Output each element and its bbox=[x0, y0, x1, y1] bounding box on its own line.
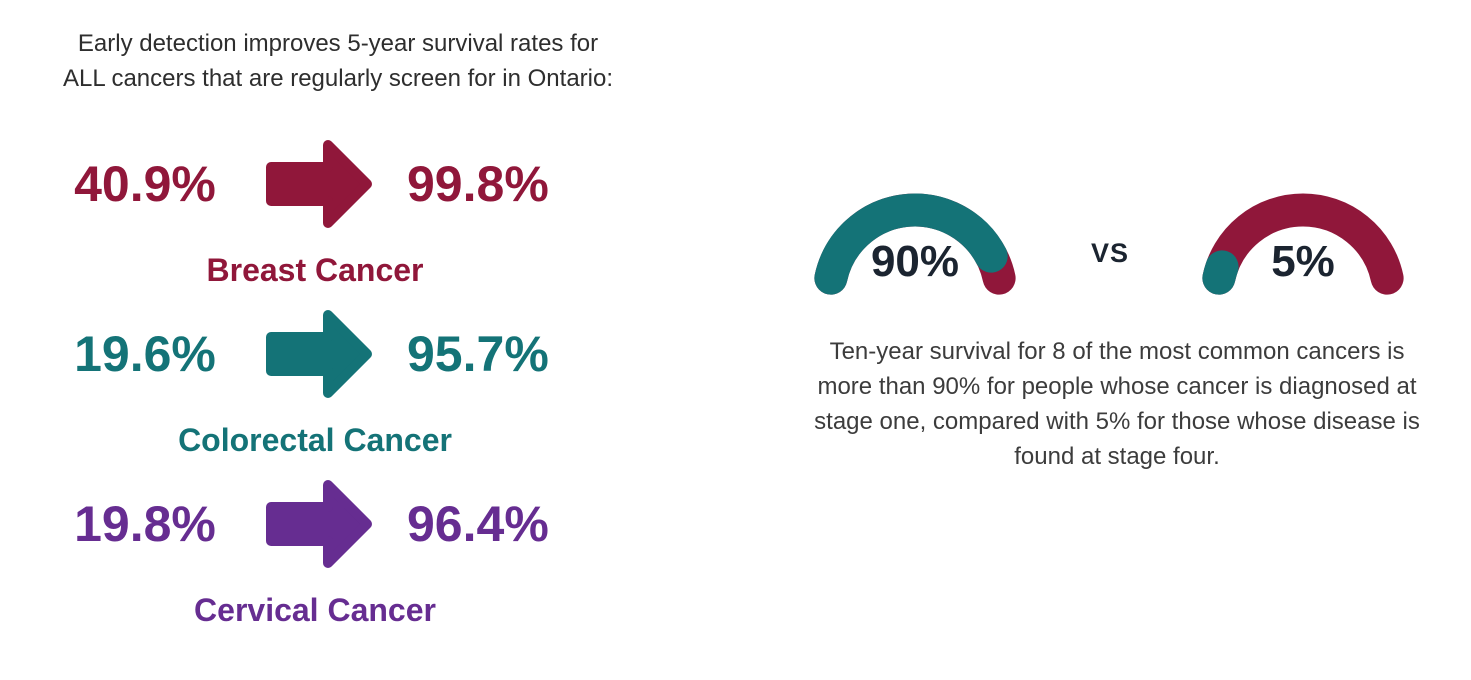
rate-after: 95.7% bbox=[407, 326, 549, 382]
left-heading-line1: Early detection improves 5-year survival… bbox=[77, 30, 599, 57]
rate-after: 99.8% bbox=[407, 156, 549, 212]
caption-line: stage one, compared with 5% for those wh… bbox=[814, 408, 1420, 435]
arrow-right-icon bbox=[266, 306, 373, 402]
rate-before: 19.8% bbox=[74, 496, 216, 552]
gauge-arc-icon bbox=[1202, 193, 1404, 295]
arrow-right-icon bbox=[266, 476, 373, 572]
rate-before: 19.6% bbox=[74, 326, 216, 382]
rate-comparison: 40.9% 99.8% bbox=[60, 140, 549, 228]
left-heading: Early detection improves 5-year survival… bbox=[22, 26, 654, 96]
gauge-stage-four: 5% bbox=[1198, 192, 1408, 312]
left-heading-line2: ALL cancers that are regularly screen fo… bbox=[62, 65, 614, 92]
rate-comparison: 19.8% 96.4% bbox=[60, 480, 549, 568]
caption-line: more than 90% for people whose cancer is… bbox=[817, 373, 1417, 400]
cancer-name: Cervical Cancer bbox=[194, 592, 436, 628]
cancer-name: Colorectal Cancer bbox=[178, 422, 452, 458]
vs-label: VS bbox=[1090, 238, 1130, 268]
caption-line: Ten-year survival for 8 of the most comm… bbox=[829, 338, 1405, 365]
arrow-right-icon bbox=[266, 136, 373, 232]
cancer-name: Breast Cancer bbox=[206, 252, 424, 288]
rate-comparison: 19.6% 95.7% bbox=[60, 310, 549, 398]
rate-after: 96.4% bbox=[407, 496, 549, 552]
gauge-stage-one: 90% bbox=[810, 192, 1020, 312]
gauge-caption: Ten-year survival for 8 of the most comm… bbox=[757, 334, 1471, 474]
gauge-value-label: 90% bbox=[870, 237, 960, 286]
rate-before: 40.9% bbox=[74, 156, 216, 212]
gauge-arc-icon bbox=[814, 193, 1016, 295]
caption-line: found at stage four. bbox=[1014, 443, 1220, 470]
gauge-value-label: 5% bbox=[1271, 237, 1335, 286]
